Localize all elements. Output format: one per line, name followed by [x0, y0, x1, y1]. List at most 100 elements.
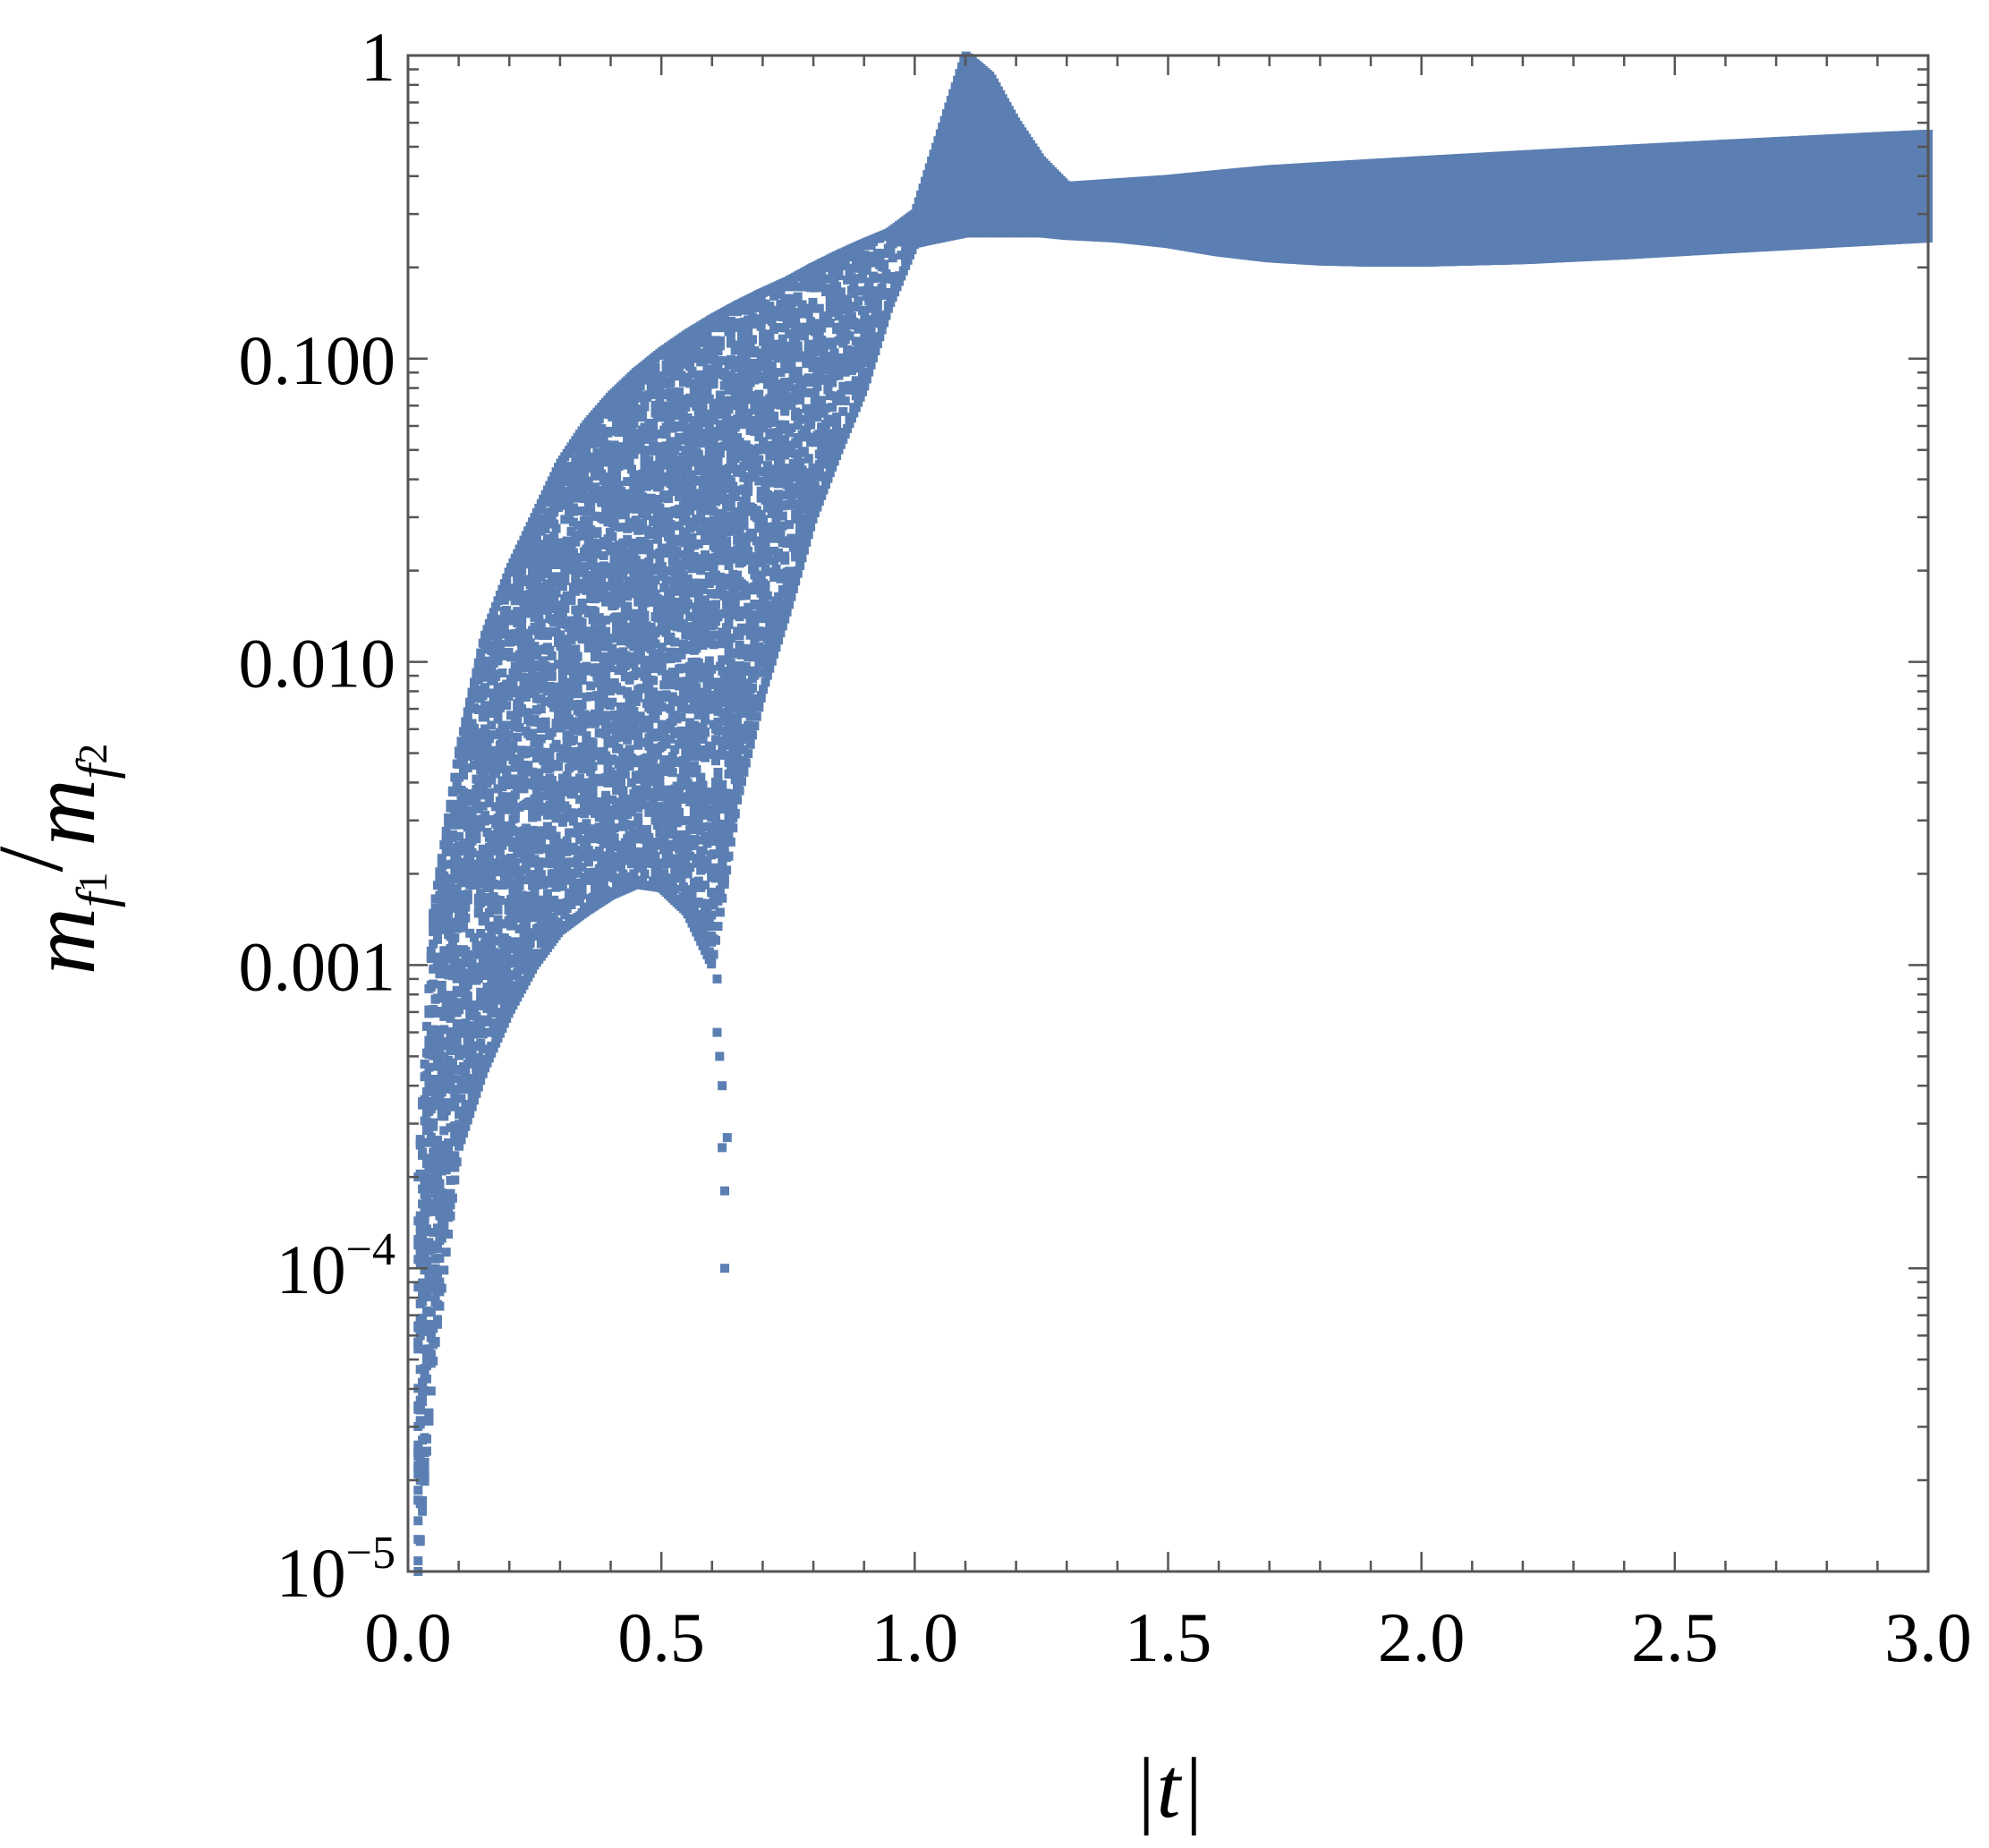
- data-point: [415, 1138, 425, 1148]
- data-point: [670, 884, 680, 894]
- data-point: [601, 615, 611, 625]
- data-point: [420, 1457, 429, 1467]
- data-point: [439, 860, 449, 870]
- data-point: [495, 640, 505, 650]
- data-point: [608, 697, 617, 707]
- data-point: [573, 689, 582, 699]
- data-point: [513, 732, 523, 742]
- data-point: [424, 1409, 434, 1418]
- data-point: [441, 1248, 451, 1257]
- data-point: [415, 1405, 425, 1415]
- data-point: [565, 828, 574, 838]
- data-point: [588, 762, 598, 771]
- data-point: [713, 717, 723, 727]
- data-point: [676, 726, 686, 736]
- data-point: [683, 599, 693, 609]
- data-point: [675, 816, 684, 826]
- data-point: [424, 1198, 434, 1208]
- data-point: [504, 583, 514, 593]
- data-point: [433, 1136, 442, 1145]
- data-point: [439, 1265, 449, 1275]
- data-point: [506, 652, 515, 662]
- data-point: [429, 1356, 438, 1366]
- data-point: [580, 628, 589, 638]
- data-point: [642, 824, 651, 834]
- data-point: [568, 735, 578, 745]
- data-point: [633, 693, 643, 703]
- data-point: [649, 676, 659, 686]
- data-point: [547, 671, 557, 681]
- data-point: [430, 1338, 440, 1347]
- data-point: [605, 426, 615, 436]
- data-point: [554, 762, 563, 771]
- data-point: [562, 536, 572, 546]
- data-point: [627, 847, 636, 856]
- data-point: [420, 1477, 429, 1486]
- data-point: [463, 991, 472, 1001]
- data-point: [510, 858, 520, 868]
- data-point: [418, 1147, 428, 1157]
- data-point: [566, 595, 576, 605]
- data-points: [413, 51, 1933, 1576]
- data-point: [667, 768, 677, 778]
- data-point: [495, 896, 505, 905]
- data-point: [657, 703, 667, 712]
- data-point: [709, 849, 718, 859]
- data-point: [701, 728, 710, 737]
- data-point: [675, 807, 684, 817]
- data-point: [429, 1121, 438, 1131]
- data-point: [608, 532, 617, 541]
- data-point: [588, 738, 598, 748]
- data-point: [447, 1074, 457, 1084]
- data-point: [508, 744, 518, 753]
- data-point: [670, 637, 680, 647]
- data-point: [586, 681, 596, 691]
- data-point: [514, 881, 524, 890]
- data-point: [495, 813, 505, 823]
- data-point: [577, 890, 587, 899]
- data-point: [568, 507, 578, 516]
- data-point: [422, 1434, 431, 1443]
- data-point: [461, 946, 471, 956]
- data-point: [633, 813, 643, 822]
- data-point: [510, 790, 520, 800]
- data-point: [638, 492, 648, 502]
- data-point: [625, 745, 634, 754]
- data-point: [620, 509, 630, 519]
- data-point: [676, 712, 686, 722]
- data-point: [450, 933, 460, 943]
- data-point: [577, 675, 587, 685]
- data-point: [446, 1211, 455, 1221]
- data-point: [560, 575, 570, 585]
- data-point: [573, 651, 582, 661]
- data-point: [461, 913, 471, 923]
- data-point: [426, 1386, 436, 1396]
- data-point: [424, 1062, 434, 1072]
- data-point: [429, 979, 438, 989]
- data-point: [707, 664, 717, 674]
- data-point: [711, 756, 720, 766]
- data-point: [620, 770, 630, 779]
- data-point: [444, 1230, 454, 1239]
- data-point: [536, 734, 546, 744]
- data-point: [707, 959, 717, 969]
- data-point: [452, 1035, 462, 1045]
- data-point: [439, 1025, 449, 1035]
- data-point: [493, 711, 503, 721]
- data-point: [627, 464, 636, 474]
- data-point: [655, 776, 665, 786]
- data-point: [701, 715, 710, 725]
- data-point: [422, 1256, 431, 1266]
- data-point: [433, 1319, 442, 1329]
- data-point: [422, 1374, 431, 1384]
- data-point: [452, 1157, 462, 1167]
- data-point: [547, 651, 557, 660]
- data-point: [513, 711, 523, 721]
- data-point: [418, 1397, 428, 1407]
- data-point: [711, 935, 720, 945]
- data-point: [420, 1279, 429, 1288]
- data-point: [568, 808, 578, 818]
- data-point: [513, 575, 523, 584]
- data-point: [413, 1556, 423, 1566]
